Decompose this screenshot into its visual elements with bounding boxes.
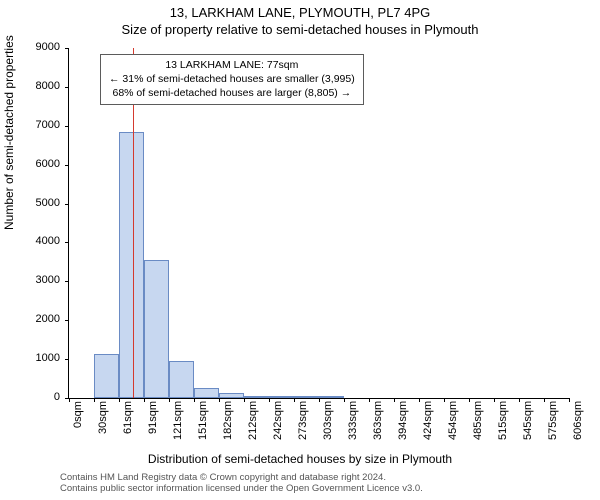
xtick-mark	[494, 398, 495, 402]
xtick-label: 606sqm	[572, 401, 584, 440]
xtick-label: 61sqm	[122, 401, 134, 434]
xtick-mark	[569, 398, 570, 402]
xtick-mark	[369, 398, 370, 402]
xtick-label: 363sqm	[372, 401, 384, 440]
xtick-mark	[194, 398, 195, 402]
chart-title-main: 13, LARKHAM LANE, PLYMOUTH, PL7 4PG	[0, 5, 600, 20]
info-box: 13 LARKHAM LANE: 77sqm ← 31% of semi-det…	[100, 54, 364, 105]
xtick-label: 182sqm	[222, 401, 234, 440]
xtick-label: 91sqm	[147, 401, 159, 434]
xtick-label: 242sqm	[272, 401, 284, 440]
xtick-label: 212sqm	[247, 401, 259, 440]
histogram-bar	[94, 354, 120, 398]
footer-line1: Contains HM Land Registry data © Crown c…	[60, 472, 423, 483]
xtick-label: 151sqm	[197, 401, 209, 440]
xtick-label: 30sqm	[97, 401, 109, 434]
ytick-label: 9000	[30, 41, 60, 53]
ytick-label: 4000	[30, 235, 60, 247]
xtick-label: 303sqm	[322, 401, 334, 440]
info-box-line1: 13 LARKHAM LANE: 77sqm	[109, 58, 355, 72]
xtick-mark	[519, 398, 520, 402]
xtick-mark	[344, 398, 345, 402]
chart-title-sub: Size of property relative to semi-detach…	[0, 22, 600, 37]
histogram-bar	[144, 260, 169, 398]
xtick-label: 515sqm	[497, 401, 509, 440]
footer-line2: Contains public sector information licen…	[60, 483, 423, 494]
xtick-mark	[394, 398, 395, 402]
xtick-label: 545sqm	[522, 401, 534, 440]
ytick-mark	[65, 204, 69, 205]
xtick-label: 575sqm	[547, 401, 559, 440]
chart-container: 13, LARKHAM LANE, PLYMOUTH, PL7 4PG Size…	[0, 0, 600, 500]
histogram-bar	[244, 396, 269, 398]
xtick-mark	[269, 398, 270, 402]
ytick-label: 6000	[30, 158, 60, 170]
xtick-mark	[294, 398, 295, 402]
xtick-label: 485sqm	[472, 401, 484, 440]
ytick-label: 2000	[30, 313, 60, 325]
ytick-mark	[65, 87, 69, 88]
ytick-label: 5000	[30, 197, 60, 209]
ytick-mark	[65, 320, 69, 321]
info-box-line3: 68% of semi-detached houses are larger (…	[109, 86, 355, 100]
ytick-mark	[65, 281, 69, 282]
xtick-mark	[444, 398, 445, 402]
ytick-mark	[65, 359, 69, 360]
info-box-line2: ← 31% of semi-detached houses are smalle…	[109, 72, 355, 86]
xtick-label: 333sqm	[347, 401, 359, 440]
ytick-label: 3000	[30, 274, 60, 286]
ytick-mark	[65, 242, 69, 243]
histogram-bar	[294, 396, 319, 398]
xtick-mark	[169, 398, 170, 402]
ytick-mark	[65, 165, 69, 166]
ytick-label: 1000	[30, 352, 60, 364]
histogram-bar	[169, 361, 194, 398]
xtick-label: 424sqm	[422, 401, 434, 440]
xtick-mark	[419, 398, 420, 402]
xtick-label: 454sqm	[447, 401, 459, 440]
ytick-label: 7000	[30, 119, 60, 131]
xtick-mark	[469, 398, 470, 402]
ytick-label: 8000	[30, 80, 60, 92]
xtick-mark	[119, 398, 120, 402]
xtick-mark	[69, 398, 70, 402]
xtick-mark	[319, 398, 320, 402]
xtick-mark	[244, 398, 245, 402]
xtick-mark	[94, 398, 95, 402]
xtick-mark	[144, 398, 145, 402]
footer-attribution: Contains HM Land Registry data © Crown c…	[60, 472, 423, 495]
ytick-label: 0	[30, 391, 60, 403]
y-axis-label: Number of semi-detached properties	[2, 35, 16, 230]
xtick-label: 121sqm	[172, 401, 184, 440]
histogram-bar	[319, 396, 344, 398]
ytick-mark	[65, 48, 69, 49]
xtick-mark	[544, 398, 545, 402]
ytick-mark	[65, 126, 69, 127]
xtick-label: 273sqm	[297, 401, 309, 440]
histogram-bar	[269, 396, 295, 398]
histogram-bar	[194, 388, 220, 398]
xtick-label: 0sqm	[72, 401, 84, 428]
xtick-mark	[219, 398, 220, 402]
x-axis-label: Distribution of semi-detached houses by …	[0, 452, 600, 466]
histogram-bar	[219, 393, 244, 398]
xtick-label: 394sqm	[397, 401, 409, 440]
